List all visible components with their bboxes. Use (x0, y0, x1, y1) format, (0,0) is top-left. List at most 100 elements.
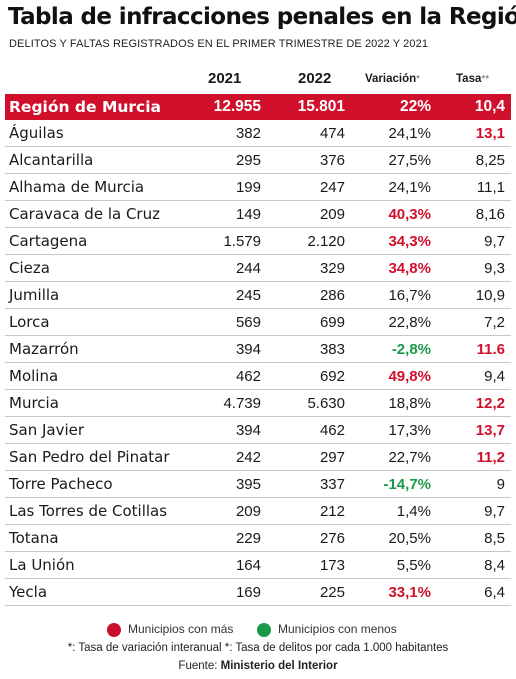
data-table: Región de Murcia 12.955 15.801 22% 10,4 … (5, 94, 511, 606)
region-2021: 12.955 (213, 98, 261, 115)
cell-variacion: 5,5% (396, 557, 431, 574)
cell-y2021: 1.579 (223, 233, 261, 250)
municipality-name: Mazarrón (9, 340, 79, 358)
cell-variacion: 40,3% (388, 206, 431, 223)
legend-less-label: Municipios con menos (278, 622, 397, 636)
municipality-name: Alcantarilla (9, 151, 94, 169)
cell-y2022: 329 (319, 260, 345, 277)
table-row: Águilas 382 474 24,1% 13,1 (5, 120, 511, 147)
table-row: Murcia 4.739 5.630 18,8% 12,2 (5, 390, 511, 417)
cell-tasa: 8,25 (475, 152, 505, 169)
header-variacion: Variación* (365, 73, 420, 93)
cell-y2021: 244 (235, 260, 261, 277)
table-row: Jumilla 245 286 16,7% 10,9 (5, 282, 511, 309)
legend: Municipios con más Municipios con menos (0, 620, 516, 640)
municipality-name: Molina (9, 367, 59, 385)
cell-y2021: 4.739 (223, 395, 261, 412)
cell-y2022: 173 (319, 557, 345, 574)
cell-y2021: 209 (235, 503, 261, 520)
header-variacion-label: Variación (365, 73, 417, 85)
cell-y2022: 699 (319, 314, 345, 331)
cell-tasa: 11.6 (476, 341, 505, 358)
table-row: Lorca 569 699 22,8% 7,2 (5, 309, 511, 336)
cell-y2022: 2.120 (307, 233, 345, 250)
legend-red-dot-icon (107, 623, 121, 637)
cell-variacion: 22,7% (388, 449, 431, 466)
cell-y2021: 569 (235, 314, 261, 331)
cell-variacion: 24,1% (388, 179, 431, 196)
cell-y2021: 295 (235, 152, 261, 169)
cell-y2021: 462 (235, 368, 261, 385)
header-2022: 2022 (298, 70, 332, 87)
cell-y2021: 169 (235, 584, 261, 601)
municipality-name: Cartagena (9, 232, 88, 250)
cell-variacion: 18,8% (388, 395, 431, 412)
cell-y2022: 212 (319, 503, 345, 520)
cell-variacion: 17,3% (388, 422, 431, 439)
table-row: Molina 462 692 49,8% 9,4 (5, 363, 511, 390)
table-row: Las Torres de Cotillas 209 212 1,4% 9,7 (5, 498, 511, 525)
table-row: Cieza 244 329 34,8% 9,3 (5, 255, 511, 282)
cell-tasa: 12,2 (475, 395, 505, 412)
municipality-name: Totana (9, 529, 59, 547)
cell-y2022: 5.630 (307, 395, 345, 412)
region-name: Región de Murcia (9, 98, 162, 116)
cell-y2022: 337 (319, 476, 345, 493)
municipality-name: Caravaca de la Cruz (9, 205, 160, 223)
municipality-name: Murcia (9, 394, 59, 412)
cell-tasa: 9,7 (484, 233, 505, 250)
cell-y2021: 149 (235, 206, 261, 223)
cell-tasa: 8,4 (484, 557, 505, 574)
municipality-name: Las Torres de Cotillas (9, 502, 168, 520)
legend-more-label: Municipios con más (128, 622, 234, 636)
municipality-name: Jumilla (9, 286, 60, 304)
municipality-name: Lorca (9, 313, 50, 331)
table-row: Mazarrón 394 383 -2,8% 11.6 (5, 336, 511, 363)
cell-tasa: 9,7 (484, 503, 505, 520)
cell-variacion: 24,1% (388, 125, 431, 142)
cell-tasa: 6,4 (484, 584, 505, 601)
table-row: Yecla 169 225 33,1% 6,4 (5, 579, 511, 606)
legend-green-dot-icon (257, 623, 271, 637)
header-tasa: Tasa** (456, 73, 489, 93)
table-row: Torre Pacheco 395 337 -14,7% 9 (5, 471, 511, 498)
cell-y2021: 394 (235, 422, 261, 439)
cell-variacion: -14,7% (383, 476, 431, 493)
cell-y2021: 245 (235, 287, 261, 304)
cell-variacion: 34,3% (388, 233, 431, 250)
region-row: Región de Murcia 12.955 15.801 22% 10,4 (5, 94, 511, 120)
cell-y2022: 247 (319, 179, 345, 196)
cell-y2021: 394 (235, 341, 261, 358)
chart-title: Tabla de infracciones penales en la Regi… (8, 4, 516, 30)
cell-tasa: 10,9 (475, 287, 505, 304)
cell-y2021: 242 (235, 449, 261, 466)
cell-variacion: 1,4% (396, 503, 431, 520)
cell-variacion: -2,8% (391, 341, 431, 358)
municipality-name: Águilas (9, 124, 64, 142)
region-tasa: 10,4 (474, 98, 505, 115)
cell-tasa: 11,1 (476, 179, 505, 196)
cell-tasa: 9 (496, 476, 505, 493)
municipality-name: Alhama de Murcia (9, 178, 145, 196)
table-row: San Pedro del Pinatar 242 297 22,7% 11,2 (5, 444, 511, 471)
header-tasa-label: Tasa (456, 73, 482, 85)
table-row: La Unión 164 173 5,5% 8,4 (5, 552, 511, 579)
table-row: Totana 229 276 20,5% 8,5 (5, 525, 511, 552)
cell-y2022: 692 (319, 368, 345, 385)
header-2021: 2021 (208, 70, 242, 87)
header-variacion-mark: * (416, 74, 421, 85)
table-row: Caravaca de la Cruz 149 209 40,3% 8,16 (5, 201, 511, 228)
source-prefix: Fuente: (178, 660, 218, 672)
municipality-name: Yecla (9, 583, 48, 601)
cell-y2021: 199 (235, 179, 261, 196)
source-name: Ministerio del Interior (220, 660, 338, 672)
cell-variacion: 16,7% (388, 287, 431, 304)
cell-variacion: 22,8% (388, 314, 431, 331)
table-row: Alcantarilla 295 376 27,5% 8,25 (5, 147, 511, 174)
cell-y2021: 395 (235, 476, 261, 493)
cell-tasa: 8,5 (484, 530, 505, 547)
cell-tasa: 9,3 (484, 260, 505, 277)
region-2022: 15.801 (297, 98, 345, 115)
region-variacion: 22% (399, 98, 431, 115)
cell-y2021: 229 (235, 530, 261, 547)
